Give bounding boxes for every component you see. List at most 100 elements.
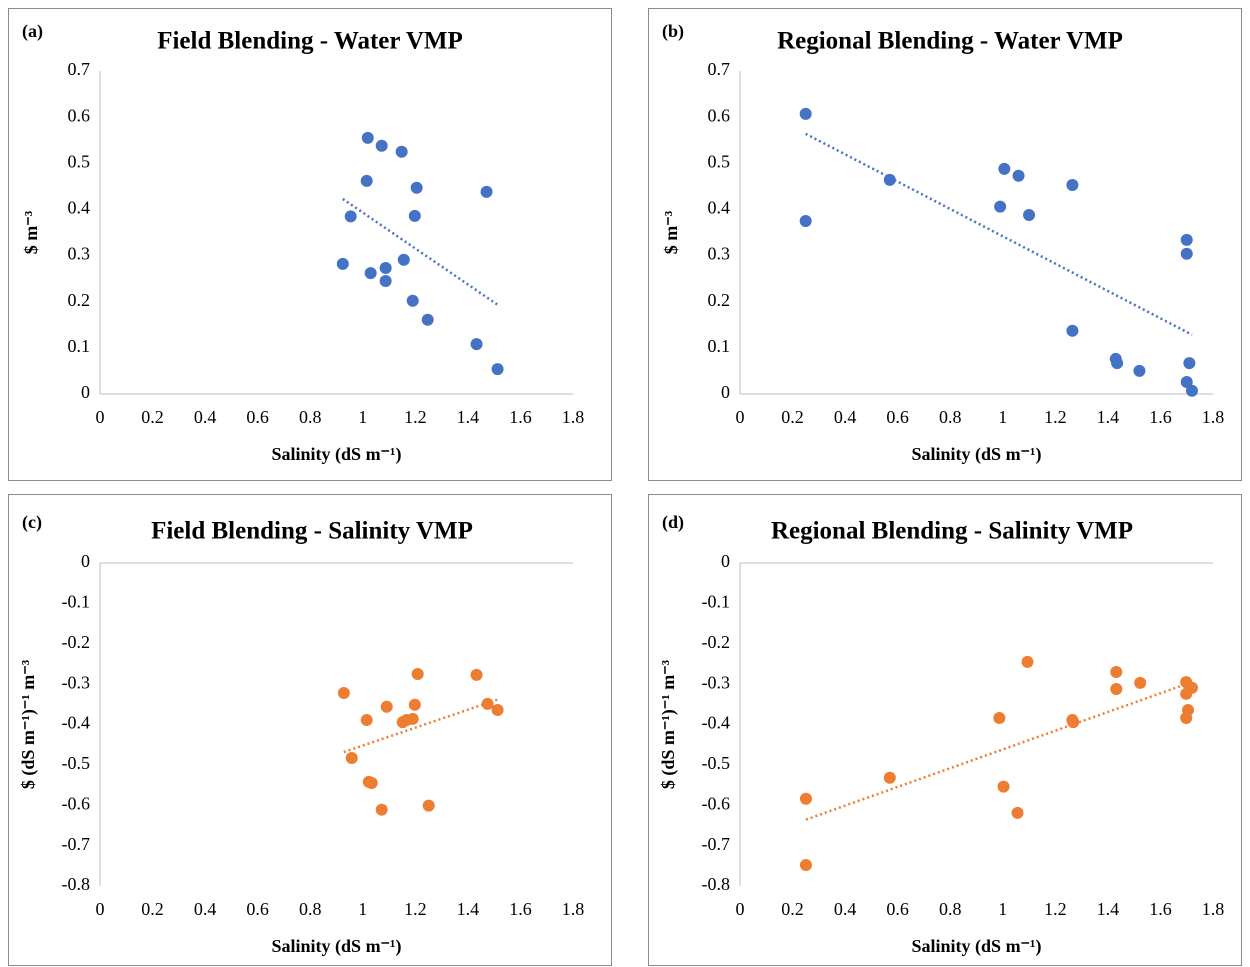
x-tick-label: 0 [96, 899, 105, 919]
y-tick-label: 0.2 [708, 290, 731, 310]
data-point [406, 712, 419, 725]
data-point [491, 703, 504, 716]
y-tick-label: -0.3 [62, 672, 91, 692]
y-tick-label: 0 [81, 382, 90, 402]
x-tick-label: 1.8 [562, 407, 585, 427]
data-point [375, 803, 388, 816]
data-point [799, 792, 812, 805]
x-tick-label: 1 [998, 407, 1007, 427]
trendline [343, 698, 498, 754]
y-tick-label: 0.1 [708, 336, 731, 356]
y-tick-label: -0.6 [62, 793, 91, 813]
data-point [1011, 806, 1024, 819]
x-tick-label: 0.4 [194, 899, 217, 919]
chart-title: Regional Blending - Salinity VMP [771, 518, 1133, 545]
y-tick-label: 0.7 [708, 59, 731, 79]
x-tick-label: 1.4 [457, 407, 480, 427]
y-tick-label: 0 [721, 551, 730, 571]
y-tick-label: -0.2 [702, 632, 731, 652]
y-tick-label: 0.4 [68, 198, 91, 218]
data-point [997, 780, 1010, 793]
x-tick-label: 1.4 [457, 899, 480, 919]
x-tick-label: 1.6 [1149, 899, 1172, 919]
y-tick-label: 0.3 [708, 244, 731, 264]
data-point [994, 200, 1007, 213]
data-point [365, 777, 378, 790]
x-axis-label: Salinity (dS m⁻¹) [272, 444, 402, 465]
x-tick-label: 1 [998, 899, 1007, 919]
y-axis-label: $ (dS m⁻¹)⁻¹ m⁻³ [658, 659, 679, 789]
x-tick-label: 1.4 [1097, 407, 1120, 427]
data-point [1021, 655, 1034, 668]
y-tick-label: 0.6 [708, 105, 731, 125]
data-point [422, 799, 435, 812]
y-tick-label: 0.3 [68, 244, 91, 264]
y-tick-label: -0.7 [62, 834, 91, 854]
data-point [883, 173, 896, 186]
panel-label: (d) [662, 512, 684, 533]
x-tick-label: 0.6 [246, 899, 269, 919]
data-point [1012, 169, 1025, 182]
data-point [1180, 712, 1193, 725]
trendline [342, 197, 499, 306]
panel: (d) Regional Blending - Salinity VMP 0 -0.1… [648, 494, 1242, 966]
x-tick-label: 1.2 [404, 407, 427, 427]
y-tick-label: -0.4 [62, 713, 91, 733]
y-tick-label: 0.5 [68, 151, 91, 171]
x-axis-label: Salinity (dS m⁻¹) [272, 936, 402, 957]
data-point [470, 338, 483, 351]
y-tick-label: -0.4 [702, 713, 731, 733]
x-tick-label: 1.6 [509, 407, 532, 427]
chart-title: Field Blending - Water VMP [157, 28, 463, 55]
y-tick-label: 0.2 [68, 290, 91, 310]
data-point [379, 262, 392, 275]
x-tick-label: 0.8 [939, 407, 962, 427]
data-point [406, 294, 419, 307]
data-point [360, 174, 373, 187]
y-tick-label: -0.6 [702, 793, 731, 813]
data-point [1180, 233, 1193, 246]
data-point [379, 274, 392, 287]
x-tick-label: 1.2 [1044, 899, 1067, 919]
data-point [1183, 357, 1196, 370]
y-tick-label: -0.8 [702, 874, 731, 894]
x-tick-label: 1.8 [1202, 899, 1225, 919]
y-tick-label: 0.1 [68, 336, 91, 356]
x-tick-label: 0.8 [939, 899, 962, 919]
y-axis-label: $ m⁻³ [661, 210, 681, 254]
x-tick-label: 0.2 [141, 899, 164, 919]
x-tick-label: 0.4 [834, 899, 857, 919]
data-point [998, 162, 1011, 175]
data-point [336, 257, 349, 270]
chart-title: Field Blending - Salinity VMP [151, 518, 473, 545]
x-tick-label: 0.4 [834, 407, 857, 427]
data-point [345, 752, 358, 765]
data-point [491, 363, 504, 376]
data-point [1180, 247, 1193, 260]
data-point [1066, 178, 1079, 191]
y-tick-label: 0.7 [68, 59, 91, 79]
y-tick-label: -0.8 [62, 874, 91, 894]
x-tick-label: 1.6 [1149, 407, 1172, 427]
data-point [481, 697, 494, 710]
panel: (c) Field Blending - Salinity VMP 0 -0.1 -0.… [8, 494, 612, 966]
y-tick-label: 0 [81, 551, 90, 571]
data-point [1134, 676, 1147, 689]
data-point [470, 668, 483, 681]
x-tick-label: 1 [358, 899, 367, 919]
data-point [375, 139, 388, 152]
data-point [1133, 364, 1146, 377]
data-point [395, 145, 408, 158]
y-tick-label: -0.2 [62, 632, 91, 652]
y-tick-label: -0.3 [702, 672, 731, 692]
y-tick-label: 0.4 [708, 198, 731, 218]
data-point [408, 209, 421, 222]
y-axis-label: $ (dS m⁻¹)⁻¹ m⁻³ [18, 659, 39, 789]
x-tick-label: 1.2 [1044, 407, 1067, 427]
data-point [1066, 324, 1079, 337]
x-tick-label: 0.6 [246, 407, 269, 427]
data-point [397, 253, 410, 266]
data-point [993, 712, 1006, 725]
x-tick-label: 0.2 [141, 407, 164, 427]
